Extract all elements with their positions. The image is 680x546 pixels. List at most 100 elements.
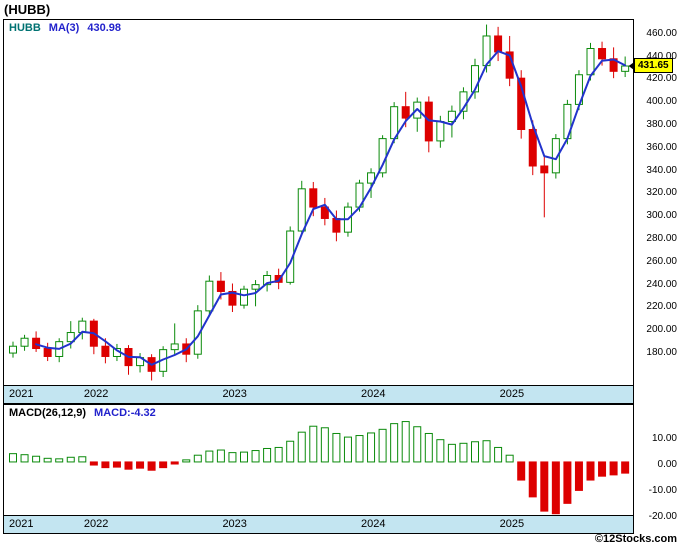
- macd-bar: [482, 440, 491, 463]
- macd-bar: [182, 459, 191, 463]
- price-axis-label: 300.00: [646, 210, 677, 222]
- year-label: 2025: [499, 518, 525, 530]
- macd-bar: [598, 461, 607, 477]
- candle-body: [66, 332, 75, 343]
- candle-body: [43, 348, 52, 357]
- macd-bar: [609, 461, 618, 476]
- macd-bar: [378, 428, 387, 463]
- macd-bar: [517, 461, 526, 481]
- macd-bar: [78, 456, 87, 463]
- candle-body: [367, 172, 376, 184]
- macd-bar: [205, 450, 214, 463]
- candle-body: [170, 343, 179, 351]
- candle-body: [9, 345, 17, 354]
- symbol-label: HUBB: [9, 22, 41, 34]
- macd-bar: [297, 431, 306, 463]
- macd-axis-label: -20.00: [648, 510, 677, 522]
- candle-body: [205, 280, 214, 312]
- macd-value: MACD:-4.32: [94, 407, 156, 419]
- macd-bar: [367, 432, 376, 463]
- price-axis-label: 260.00: [646, 255, 677, 267]
- price-axis-label: 180.00: [646, 347, 677, 359]
- candle-body: [551, 138, 560, 174]
- candle-body: [494, 35, 503, 53]
- price-axis-label: 420.00: [646, 73, 677, 85]
- macd-bar: [459, 442, 468, 463]
- macd-legend: MACD(26,12,9) MACD:-4.32: [9, 407, 164, 419]
- macd-bar: [66, 456, 75, 463]
- candle-body: [228, 290, 237, 306]
- right-price-axis: 460.00 440.00 420.00 400.00 380.00 360.00 340.…: [634, 0, 680, 546]
- macd-bar: [20, 454, 29, 463]
- candle-body: [436, 121, 445, 142]
- ma3-line: [35, 50, 627, 366]
- year-label: 2023: [222, 388, 247, 400]
- candle-body: [517, 77, 526, 130]
- last-price-marker: [628, 62, 633, 70]
- candle-body: [586, 48, 595, 76]
- candle-body: [20, 337, 29, 347]
- macd-panel: MACD(26,12,9) MACD:-4.32: [3, 404, 634, 516]
- macd-bar: [43, 457, 52, 463]
- candles-group: [9, 24, 630, 381]
- price-axis-label: 320.00: [646, 187, 677, 199]
- macd-bar: [112, 461, 121, 468]
- macd-bar: [390, 423, 399, 463]
- macd-axis-label: -10.00: [648, 484, 677, 496]
- candle-body: [251, 284, 260, 290]
- candle-body: [216, 280, 225, 292]
- candle-body: [263, 275, 272, 286]
- macd-bar: [413, 426, 422, 463]
- ma-value: 430.98: [87, 22, 121, 34]
- copyright-link[interactable]: ©12Stocks.com: [594, 533, 677, 545]
- page-title: (HUBB): [4, 2, 51, 17]
- macd-bar: [193, 454, 202, 463]
- year-label: 2021: [9, 388, 34, 400]
- year-label: 2023: [222, 518, 247, 530]
- year-label: 2024: [361, 388, 386, 400]
- macd-bar: [505, 454, 514, 463]
- candle-body: [332, 217, 341, 233]
- price-chart-legend: HUBB MA(3) 430.98: [9, 22, 129, 34]
- last-price-tag: 431.65: [634, 58, 673, 74]
- year-label: 2022: [83, 388, 109, 400]
- candle-body: [309, 188, 318, 208]
- main-price-chart: HUBB MA(3) 430.98: [3, 19, 634, 386]
- candle-body: [471, 65, 479, 93]
- price-axis-label: 340.00: [646, 164, 677, 176]
- price-axis-label: 220.00: [646, 301, 677, 313]
- candle-body: [274, 275, 283, 283]
- macd-bar: [424, 432, 433, 463]
- macd-bar: [124, 461, 133, 470]
- price-axis-label: 240.00: [646, 278, 677, 290]
- macd-bar: [447, 443, 456, 463]
- macd-bar: [147, 461, 156, 471]
- year-label: 2022: [83, 518, 109, 530]
- macd-axis-label: 10.00: [651, 433, 677, 445]
- macd-bar: [216, 449, 225, 463]
- macd-bar: [540, 461, 549, 512]
- macd-bar: [494, 446, 503, 463]
- candle-body: [598, 48, 607, 60]
- macd-bar: [586, 461, 595, 481]
- macd-bar: [320, 427, 329, 463]
- candle-body: [621, 65, 630, 72]
- macd-bar: [251, 450, 260, 463]
- macd-bar: [89, 461, 98, 466]
- macd-bar: [101, 461, 110, 469]
- macd-bar: [471, 441, 479, 463]
- macd-bar: [355, 435, 364, 463]
- macd-bar: [574, 461, 583, 491]
- year-label: 2025: [499, 388, 525, 400]
- macd-bar: [436, 439, 445, 463]
- price-axis-label: 380.00: [646, 118, 677, 130]
- candle-body: [528, 129, 537, 167]
- macd-bar: [55, 458, 64, 463]
- x-axis-band-macd: 2021 2022 2023 2024 2025: [3, 516, 634, 534]
- macd-bar: [551, 461, 560, 515]
- year-label: 2024: [361, 518, 386, 530]
- macd-bar: [9, 453, 17, 463]
- year-label: 2021: [9, 518, 34, 530]
- candle-body: [401, 106, 410, 119]
